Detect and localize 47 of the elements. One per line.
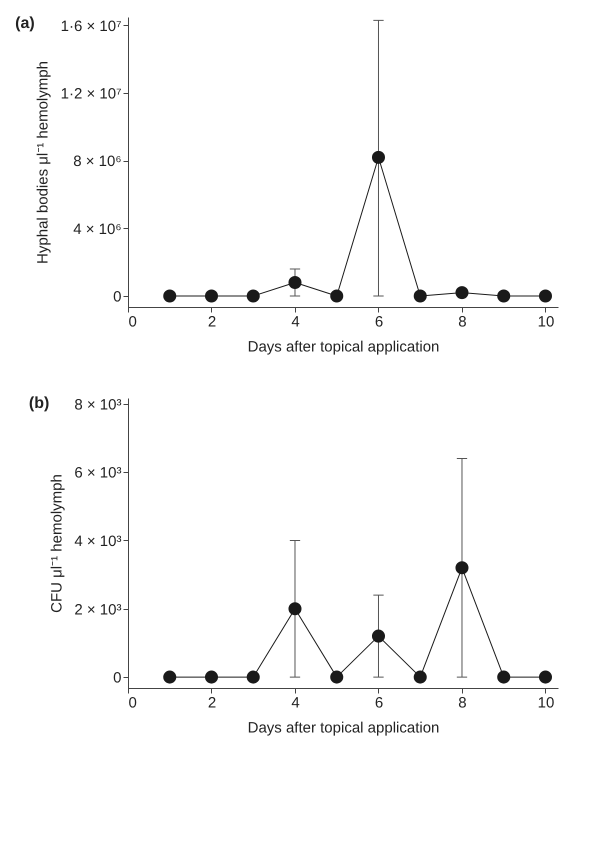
y-tick-label: 8 × 10³ <box>74 396 122 414</box>
point <box>497 290 510 303</box>
chart-title: (a) <box>15 15 35 32</box>
x-tick-label: 10 <box>538 314 554 330</box>
y-tick-label: 2 × 10³ <box>74 601 122 618</box>
point <box>246 670 260 684</box>
point <box>288 602 302 616</box>
point <box>538 670 552 684</box>
point <box>455 286 468 300</box>
y-tick-label: 4 × 10⁶ <box>73 220 122 238</box>
y-tick-label: 1·6 × 10⁷ <box>60 18 122 35</box>
y-tick-label: 0 <box>113 288 122 306</box>
x-tick-label: 8 <box>458 314 467 330</box>
x-tick-label: 0 <box>128 314 137 330</box>
point <box>372 150 386 164</box>
x-tick-label: 4 <box>291 694 300 712</box>
y-axis-title: Hyphal bodies μl⁻¹ hemolymph <box>34 61 52 264</box>
x-tick-label: 6 <box>374 314 384 330</box>
y-tick-label: 8 × 10⁶ <box>73 153 122 170</box>
x-tick-label: 6 <box>374 694 384 712</box>
point <box>330 290 344 303</box>
chart-title: (b) <box>28 394 50 412</box>
point <box>204 290 218 303</box>
y-tick-label: 4 × 10³ <box>74 532 122 550</box>
point <box>330 670 344 684</box>
x-tick-label: 8 <box>458 694 467 712</box>
point <box>163 670 176 684</box>
x-axis-title: Days after topical application <box>248 720 440 736</box>
point <box>497 670 510 684</box>
y-axis-title: CFU μl⁻¹ hemolymph <box>48 474 66 613</box>
point <box>163 290 176 303</box>
point <box>246 290 260 303</box>
x-tick-label: 10 <box>538 694 554 712</box>
x-tick-label: 4 <box>291 314 300 330</box>
point <box>204 670 218 684</box>
point <box>538 290 552 303</box>
point <box>455 561 468 574</box>
x-tick-label: 2 <box>208 314 216 330</box>
point <box>372 630 386 643</box>
x-tick-label: 2 <box>208 694 216 712</box>
point <box>414 670 427 684</box>
y-tick-label: 0 <box>113 670 122 687</box>
y-tick-label: 1·2 × 10⁷ <box>60 86 122 103</box>
x-tick-label: 0 <box>128 694 137 712</box>
x-axis-title: Days after topical application <box>248 338 440 356</box>
point <box>414 290 427 303</box>
y-tick-label: 6 × 10³ <box>74 464 122 482</box>
